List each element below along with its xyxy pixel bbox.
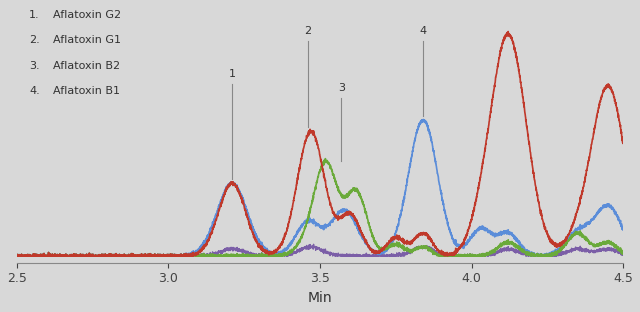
Text: Aflatoxin G1: Aflatoxin G1 xyxy=(53,35,121,45)
Text: 1: 1 xyxy=(228,69,236,79)
Text: Aflatoxin G2: Aflatoxin G2 xyxy=(53,9,122,20)
Text: 2: 2 xyxy=(304,27,312,37)
Text: 4: 4 xyxy=(419,27,427,37)
Text: 2.: 2. xyxy=(29,35,40,45)
Text: Aflatoxin B2: Aflatoxin B2 xyxy=(53,61,120,71)
Text: 3.: 3. xyxy=(29,61,40,71)
X-axis label: Min: Min xyxy=(308,291,332,305)
Text: Aflatoxin B1: Aflatoxin B1 xyxy=(53,86,120,96)
Text: 1.: 1. xyxy=(29,9,40,20)
Text: 3: 3 xyxy=(338,83,345,93)
Text: 4.: 4. xyxy=(29,86,40,96)
